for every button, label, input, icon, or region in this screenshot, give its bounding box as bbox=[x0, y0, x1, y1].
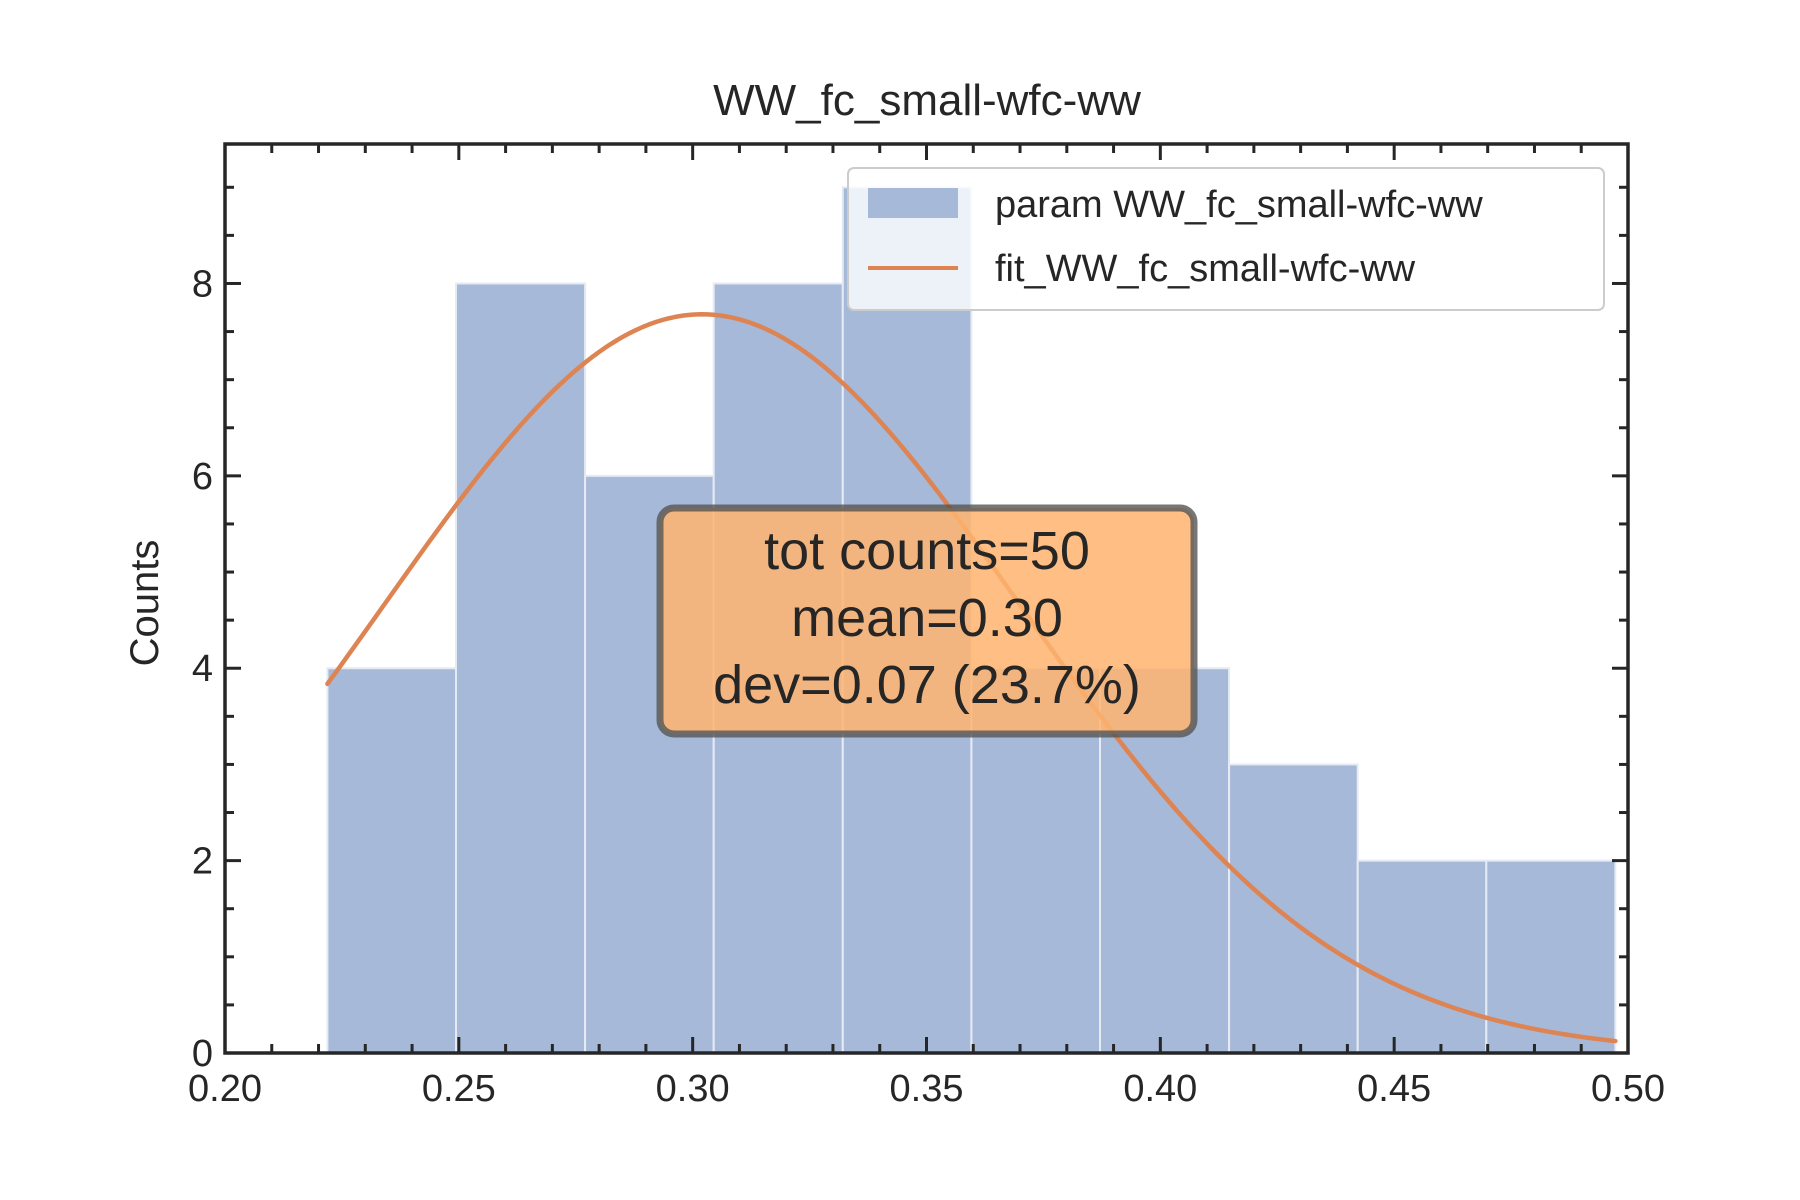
legend-swatch-histogram bbox=[868, 188, 958, 218]
x-tick-label: 0.35 bbox=[890, 1068, 964, 1110]
y-tick-label: 2 bbox=[192, 841, 213, 883]
y-tick-label: 8 bbox=[192, 263, 213, 305]
histogram-bar bbox=[326, 667, 458, 1054]
y-tick-label: 0 bbox=[192, 1033, 213, 1075]
stats-mean: mean=0.30 bbox=[791, 588, 1063, 648]
histogram-bar bbox=[455, 282, 587, 1054]
x-tick-label: 0.25 bbox=[422, 1068, 496, 1110]
legend-label-histogram: param WW_fc_small-wfc-ww bbox=[995, 184, 1483, 226]
y-tick-label: 6 bbox=[192, 456, 213, 498]
histogram-bar bbox=[1356, 859, 1488, 1054]
x-tick-label: 0.20 bbox=[188, 1068, 262, 1110]
y-tick-label: 4 bbox=[192, 648, 213, 690]
x-tick-label: 0.30 bbox=[656, 1068, 730, 1110]
stats-annotation: tot counts=50 mean=0.30 dev=0.07 (23.7%) bbox=[656, 504, 1198, 738]
x-tick-label: 0.45 bbox=[1357, 1068, 1431, 1110]
chart-title: WW_fc_small-wfc-ww bbox=[713, 76, 1141, 125]
x-tick-label: 0.50 bbox=[1591, 1068, 1665, 1110]
ticks-layer: 0.20 0.25 0.30 0.35 0.40 0.45 0.50 0 2 4 6 8 bbox=[188, 144, 1665, 1110]
stats-total-counts: tot counts=50 bbox=[764, 521, 1090, 581]
stats-annotation-box bbox=[656, 504, 1198, 738]
legend-label-fit: fit_WW_fc_small-wfc-ww bbox=[995, 248, 1416, 290]
histogram-bar bbox=[1228, 763, 1359, 1055]
y-axis-label: Counts bbox=[123, 540, 167, 667]
stats-dev: dev=0.07 (23.7%) bbox=[713, 655, 1141, 715]
legend-box bbox=[847, 167, 1605, 311]
plot-frame bbox=[223, 142, 1630, 1055]
legend: param WW_fc_small-wfc-ww fit_WW_fc_small… bbox=[847, 167, 1605, 311]
x-tick-label: 0.40 bbox=[1123, 1068, 1197, 1110]
